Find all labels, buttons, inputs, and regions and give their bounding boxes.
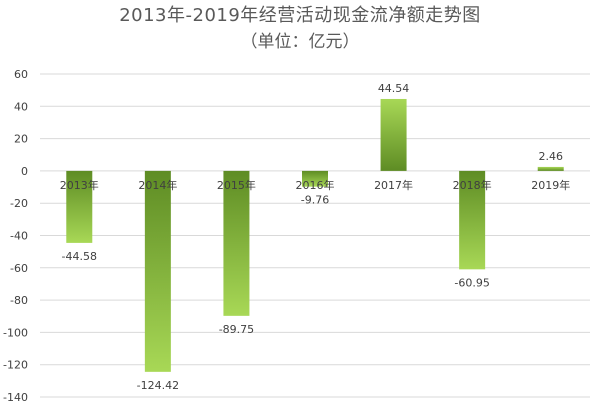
x-tick-label: 2015年	[217, 178, 256, 192]
data-label: -124.42	[137, 379, 179, 392]
gridlines	[40, 73, 590, 398]
x-tick-label: 2016年	[296, 178, 335, 192]
y-tick-label: 0	[21, 165, 28, 178]
y-tick-label: 40	[14, 100, 28, 113]
x-tick-label: 2013年	[60, 178, 99, 192]
y-tick-label: -120	[3, 359, 28, 372]
bar	[302, 170, 328, 187]
chart-title-block: 2013年-2019年经营活动现金流净额走势图 （单位：亿元）	[0, 4, 600, 54]
data-label: -9.76	[301, 194, 329, 207]
x-tick-label: 2019年	[531, 178, 570, 192]
data-label: -89.75	[219, 323, 254, 336]
x-tick-label: 2018年	[453, 178, 492, 192]
bar	[144, 170, 171, 372]
data-label: -60.95	[454, 276, 489, 289]
bar	[537, 166, 564, 171]
bars	[66, 98, 564, 372]
chart-subtitle: （单位：亿元）	[240, 32, 360, 52]
y-axis-ticks: 60 40 20 0 -20 -40 -60 -80 -100 -120 -140	[3, 68, 28, 404]
chart-title: 2013年-2019年经营活动现金流净额走势图	[119, 5, 481, 26]
y-tick-label: -140	[3, 391, 28, 404]
x-tick-label: 2014年	[138, 178, 177, 192]
bar	[459, 170, 486, 270]
x-axis-ticks: 2013年 2014年 2015年 2016年 2017年 2018年 2019年	[60, 178, 570, 192]
data-label: 2.46	[538, 150, 563, 163]
bar	[66, 170, 93, 243]
y-tick-label: 20	[14, 133, 28, 146]
y-tick-label: -20	[10, 197, 28, 210]
y-tick-label: -100	[3, 326, 28, 339]
y-tick-label: -40	[10, 230, 28, 243]
bar	[223, 170, 250, 316]
y-tick-label: -80	[10, 294, 28, 307]
y-tick-label: 60	[14, 68, 28, 81]
data-label: -44.58	[62, 250, 97, 263]
data-label: 44.54	[378, 82, 410, 95]
data-labels: -44.58 -124.42 -89.75 -9.76 44.54 -60.95 2.46	[62, 82, 563, 392]
x-tick-label: 2017年	[374, 178, 413, 192]
y-tick-label: -60	[10, 262, 28, 275]
bar	[380, 98, 407, 171]
